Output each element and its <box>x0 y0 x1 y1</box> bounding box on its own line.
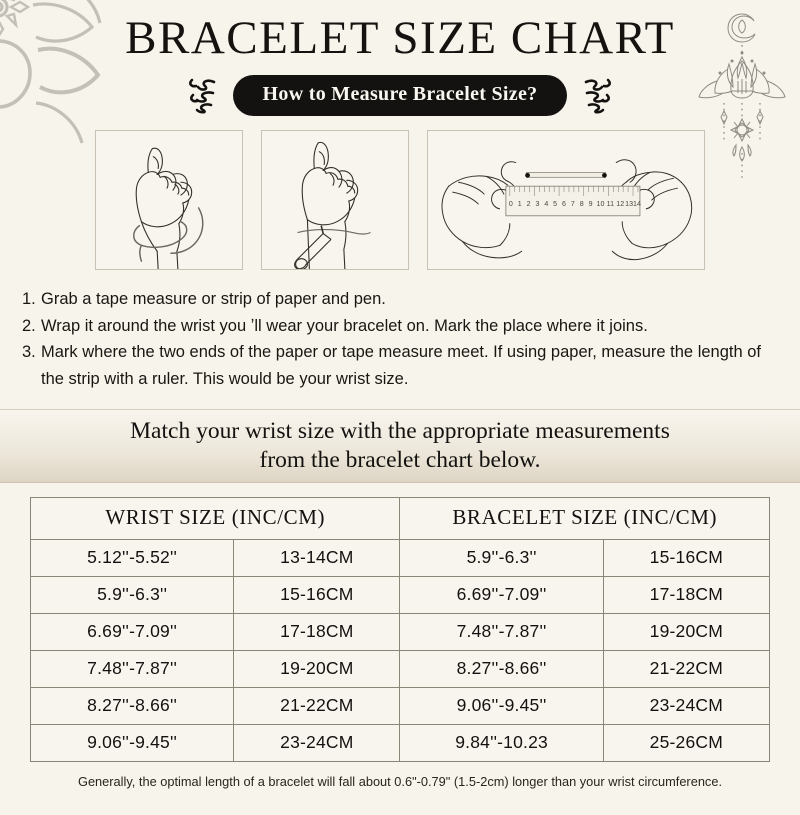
cell-bracelet-cm: 25-26CM <box>602 723 771 762</box>
cell-bracelet-cm: 15-16CM <box>602 538 771 577</box>
svg-text:12: 12 <box>616 200 624 208</box>
table-row: 8.27''-8.66'' 21-22CM 9.06''-9.45'' 23-2… <box>29 686 771 725</box>
cell-wrist-inch: 6.69''-7.09'' <box>29 612 235 651</box>
cell-bracelet-cm: 17-18CM <box>602 575 771 614</box>
measure-badge[interactable]: How to Measure Bracelet Size? <box>232 74 568 116</box>
banner-line-2: from the bracelet chart below. <box>259 446 541 473</box>
svg-text:2: 2 <box>527 200 531 208</box>
svg-text:13: 13 <box>625 200 633 208</box>
bracelet-size-table: WRIST SIZE (INC/CM) BRACELET SIZE (INC/C… <box>29 496 771 762</box>
cell-bracelet-inch: 9.06''-9.45'' <box>399 686 604 725</box>
badge-row: How to Measure Bracelet Size? <box>0 74 800 116</box>
hand-with-tape-measure-illustration <box>95 130 243 270</box>
squiggle-flourish-right-icon <box>581 75 617 115</box>
svg-text:9: 9 <box>589 200 593 208</box>
cell-bracelet-inch: 9.84''-10.23 <box>399 723 604 762</box>
svg-text:14: 14 <box>633 200 641 208</box>
banner-line-1: Match your wrist size with the appropria… <box>130 418 670 445</box>
svg-text:8: 8 <box>580 200 584 208</box>
svg-text:10: 10 <box>597 200 605 208</box>
svg-text:11: 11 <box>607 200 614 208</box>
step-item: 1. Grab a tape measure or strip of paper… <box>22 286 778 313</box>
footer-note: Generally, the optimal length of a brace… <box>77 773 723 789</box>
cell-wrist-inch: 7.48''-7.87'' <box>29 649 235 688</box>
cell-wrist-inch: 8.27''-8.66'' <box>29 686 235 725</box>
cell-wrist-cm: 21-22CM <box>233 686 401 725</box>
step-item: 3. Mark where the two ends of the paper … <box>22 339 778 392</box>
cell-bracelet-cm: 19-20CM <box>602 612 771 651</box>
svg-text:4: 4 <box>544 200 548 208</box>
cell-wrist-cm: 15-16CM <box>233 575 401 614</box>
step-number: 3. <box>22 343 36 362</box>
cell-bracelet-cm: 21-22CM <box>602 649 771 688</box>
cell-wrist-cm: 23-24CM <box>233 723 401 762</box>
size-table-wrapper: WRIST SIZE (INC/CM) BRACELET SIZE (INC/C… <box>0 483 800 762</box>
steps-list: 1. Grab a tape measure or strip of paper… <box>22 286 778 393</box>
cell-bracelet-inch: 7.48''-7.87'' <box>399 612 604 651</box>
cell-wrist-inch: 5.9''-6.3'' <box>29 575 235 614</box>
cell-bracelet-inch: 8.27''-8.66'' <box>399 649 604 688</box>
step-text: Grab a tape measure or strip of paper an… <box>41 290 386 308</box>
banner-text: Match your wrist size with the appropria… <box>102 417 698 474</box>
squiggle-flourish-left-icon <box>183 75 219 115</box>
svg-text:7: 7 <box>571 200 575 208</box>
svg-text:3: 3 <box>535 200 539 208</box>
svg-text:1: 1 <box>518 200 522 208</box>
step-text: Mark where the two ends of the paper or … <box>41 343 761 389</box>
svg-text:5: 5 <box>553 200 557 208</box>
header-bracelet-size: BRACELET SIZE (INC/CM) <box>399 496 770 540</box>
cell-bracelet-inch: 5.9''-6.3'' <box>399 538 604 577</box>
step-text: Wrap it around the wrist you ʼll wear yo… <box>41 316 648 335</box>
hand-with-pen-marking-illustration <box>261 130 409 270</box>
step-number: 2. <box>22 316 36 335</box>
step-number: 1. <box>22 290 36 308</box>
cell-wrist-inch: 9.06''-9.45'' <box>29 723 235 762</box>
header-wrist-size: WRIST SIZE (INC/CM) <box>29 496 401 540</box>
svg-text:6: 6 <box>562 200 566 208</box>
table-header-row: WRIST SIZE (INC/CM) BRACELET SIZE (INC/C… <box>29 496 770 540</box>
table-row: 5.9''-6.3'' 15-16CM 6.69''-7.09'' 17-18C… <box>29 575 771 614</box>
table-row: 5.12''-5.52'' 13-14CM 5.9''-6.3'' 15-16C… <box>29 538 771 577</box>
cell-wrist-cm: 13-14CM <box>233 538 401 577</box>
cell-bracelet-inch: 6.69''-7.09'' <box>399 575 604 614</box>
table-row: 9.06''-9.45'' 23-24CM 9.84''-10.23 25-26… <box>29 723 771 762</box>
cell-wrist-inch: 5.12''-5.52'' <box>29 538 235 577</box>
cell-bracelet-cm: 23-24CM <box>602 686 771 725</box>
table-row: 7.48''-7.87'' 19-20CM 8.27''-8.66'' 21-2… <box>29 649 771 688</box>
match-size-banner: Match your wrist size with the appropria… <box>0 408 800 483</box>
table-row: 6.69''-7.09'' 17-18CM 7.48''-7.87'' 19-2… <box>29 612 771 651</box>
cell-wrist-cm: 17-18CM <box>233 612 401 651</box>
page-title: BRACELET SIZE CHART <box>125 12 675 64</box>
step-item: 2. Wrap it around the wrist you ʼll wear… <box>22 313 778 340</box>
svg-text:0: 0 <box>509 200 513 208</box>
cell-wrist-cm: 19-20CM <box>233 649 401 688</box>
